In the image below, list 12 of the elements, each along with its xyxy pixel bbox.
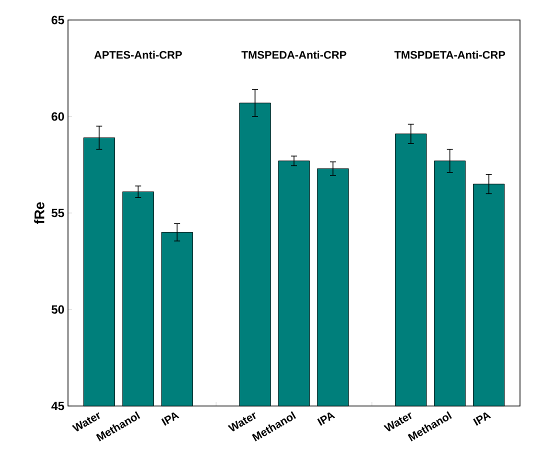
x-tick-label: IPA	[317, 412, 336, 426]
annotation: TMSPDETA-Anti-CRP	[394, 50, 506, 59]
y-tick-label: 60	[52, 112, 64, 121]
annotation: APTES-Anti-CRP	[94, 50, 182, 59]
y-tick-label: 45	[51, 402, 64, 410]
annotation: TMSPEDA-Anti-CRP	[241, 50, 346, 59]
x-tick-label: IPA	[161, 412, 180, 426]
y-tick-label: 50	[52, 305, 64, 314]
y-tick-label: 65	[52, 16, 64, 24]
y-axis-title: fRe	[34, 202, 44, 224]
y-tick-label: 55	[52, 208, 64, 218]
x-tick-label: IPA	[473, 412, 492, 426]
